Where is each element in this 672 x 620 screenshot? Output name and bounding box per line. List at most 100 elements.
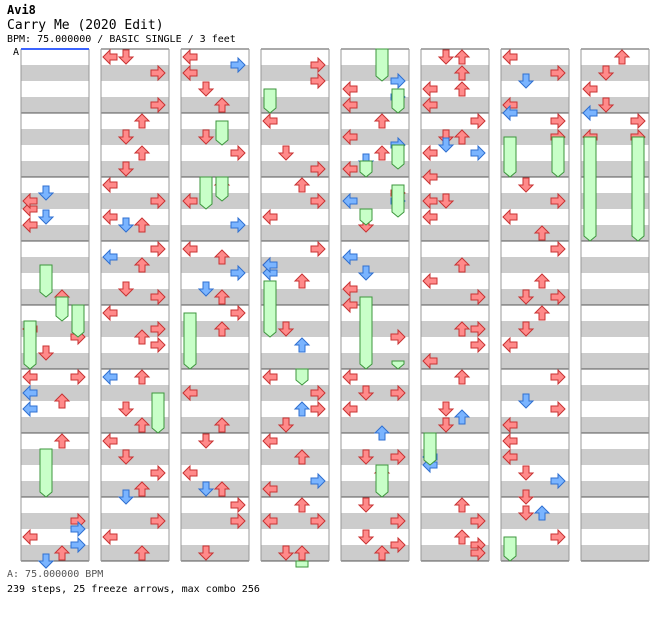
red-left-arrow	[502, 48, 518, 66]
red-up-arrow	[373, 545, 391, 561]
red-left-arrow	[422, 208, 438, 226]
freeze-arrow	[631, 136, 645, 242]
beat-stripe	[261, 417, 329, 433]
blue-down-arrow	[37, 185, 55, 201]
red-left-arrow	[22, 528, 38, 546]
red-left-arrow	[422, 144, 438, 162]
red-right-arrow	[230, 144, 246, 162]
red-down-arrow	[517, 505, 535, 521]
red-down-arrow	[517, 465, 535, 481]
red-up-arrow	[133, 113, 151, 129]
red-down-arrow	[197, 129, 215, 145]
red-right-arrow	[470, 288, 486, 306]
blue-right-arrow	[70, 536, 86, 554]
beat-stripe	[421, 289, 489, 305]
beat-stripe	[421, 97, 489, 113]
red-down-arrow	[437, 193, 455, 209]
red-right-arrow	[550, 528, 566, 546]
red-left-arrow	[102, 304, 118, 322]
blue-down-arrow	[37, 553, 55, 569]
blue-down-arrow	[357, 265, 375, 281]
red-left-arrow	[262, 112, 278, 130]
blue-right-arrow	[390, 72, 406, 90]
red-down-arrow	[437, 417, 455, 433]
beat-stripe	[581, 65, 649, 81]
beat-stripe	[581, 257, 649, 273]
red-left-arrow	[22, 368, 38, 386]
freeze-arrow	[183, 312, 197, 370]
red-up-arrow	[53, 433, 71, 449]
red-left-arrow	[342, 128, 358, 146]
red-down-arrow	[37, 345, 55, 361]
red-right-arrow	[550, 112, 566, 130]
beat-stripe	[581, 449, 649, 465]
red-up-arrow	[453, 497, 471, 513]
beat-stripe	[181, 353, 249, 369]
red-left-arrow	[182, 464, 198, 482]
beat-stripe	[341, 321, 409, 337]
blue-up-arrow	[453, 409, 471, 425]
red-up-arrow	[453, 321, 471, 337]
red-up-arrow	[133, 145, 151, 161]
blue-left-arrow	[262, 256, 278, 274]
beat-stripe	[501, 289, 569, 305]
red-right-arrow	[390, 328, 406, 346]
red-up-arrow	[453, 49, 471, 65]
freeze-arrow	[391, 144, 405, 170]
beat-stripe	[421, 417, 489, 433]
blue-left-arrow	[502, 104, 518, 122]
beat-stripe	[341, 481, 409, 497]
blue-up-arrow	[373, 425, 391, 441]
blue-up-arrow	[293, 401, 311, 417]
blue-up-arrow	[293, 337, 311, 353]
red-left-arrow	[262, 432, 278, 450]
beat-stripe	[341, 257, 409, 273]
blue-right-arrow	[70, 520, 86, 538]
beat-stripe	[261, 289, 329, 305]
beat-stripe	[341, 225, 409, 241]
blue-down-arrow	[437, 137, 455, 153]
red-left-arrow	[182, 64, 198, 82]
red-down-arrow	[277, 321, 295, 337]
beat-stripe	[21, 417, 89, 433]
red-right-arrow	[310, 192, 326, 210]
red-right-arrow	[550, 192, 566, 210]
red-left-arrow	[182, 384, 198, 402]
blue-left-arrow	[102, 248, 118, 266]
red-right-arrow	[230, 496, 246, 514]
freeze-arrow	[391, 88, 405, 114]
beat-stripe	[581, 513, 649, 529]
red-left-arrow	[502, 336, 518, 354]
blue-left-arrow	[342, 248, 358, 266]
red-right-arrow	[310, 240, 326, 258]
red-down-arrow	[277, 545, 295, 561]
red-right-arrow	[310, 512, 326, 530]
beat-stripe	[341, 385, 409, 401]
red-down-arrow	[597, 97, 615, 113]
red-down-arrow	[437, 401, 455, 417]
red-left-arrow	[342, 280, 358, 298]
red-down-arrow	[197, 433, 215, 449]
red-right-arrow	[310, 384, 326, 402]
beat-stripe	[261, 65, 329, 81]
beat-stripe	[101, 193, 169, 209]
red-left-arrow	[342, 80, 358, 98]
beat-stripe	[501, 385, 569, 401]
red-right-arrow	[230, 512, 246, 530]
red-right-arrow	[550, 288, 566, 306]
red-up-arrow	[453, 529, 471, 545]
beat-stripe	[101, 513, 169, 529]
beat-stripe	[421, 353, 489, 369]
beat-stripe	[181, 513, 249, 529]
beat-stripe	[261, 129, 329, 145]
red-down-arrow	[117, 129, 135, 145]
bpm-change-marker: A	[13, 47, 20, 58]
red-up-arrow	[293, 177, 311, 193]
beat-stripe	[21, 513, 89, 529]
blue-down-arrow	[197, 281, 215, 297]
red-left-arrow	[342, 296, 358, 314]
beat-stripe	[581, 321, 649, 337]
red-up-arrow	[213, 289, 231, 305]
red-up-arrow	[293, 545, 311, 561]
blue-right-arrow	[550, 472, 566, 490]
